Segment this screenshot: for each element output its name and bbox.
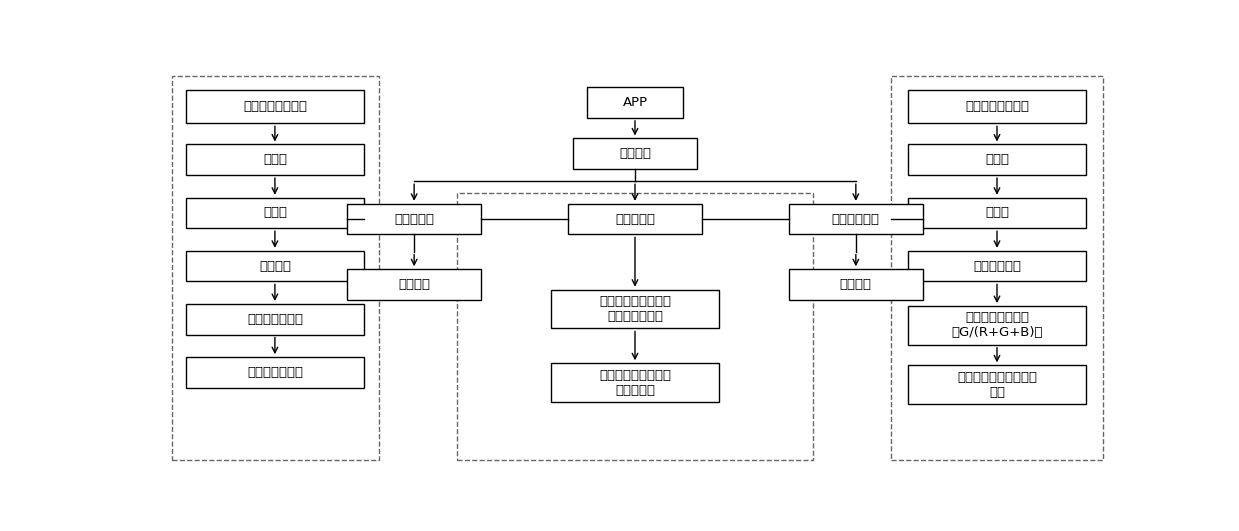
Text: 叶面积指数: 叶面积指数 bbox=[394, 212, 434, 226]
Text: 二值化: 二值化 bbox=[985, 207, 1009, 219]
Text: 功能选择: 功能选择 bbox=[620, 147, 650, 160]
FancyBboxPatch shape bbox=[572, 139, 698, 169]
Text: 叶面积指数: 叶面积指数 bbox=[615, 212, 655, 226]
Text: 彩色数字冠层图像: 彩色数字冠层图像 bbox=[243, 100, 307, 113]
FancyBboxPatch shape bbox=[908, 90, 1085, 123]
FancyBboxPatch shape bbox=[347, 269, 481, 300]
Text: 结果显示: 结果显示 bbox=[398, 278, 430, 291]
Text: 提取叶片区域: 提取叶片区域 bbox=[973, 260, 1021, 272]
FancyBboxPatch shape bbox=[908, 365, 1085, 404]
FancyBboxPatch shape bbox=[551, 363, 719, 402]
Text: 计算标准化绿光值
（G/(R+G+B)）: 计算标准化绿光值 （G/(R+G+B)） bbox=[952, 311, 1043, 339]
FancyBboxPatch shape bbox=[788, 204, 923, 234]
FancyBboxPatch shape bbox=[347, 204, 481, 234]
FancyBboxPatch shape bbox=[186, 357, 364, 388]
Text: APP: APP bbox=[622, 96, 648, 109]
FancyBboxPatch shape bbox=[551, 289, 719, 329]
Text: 滤除噪声: 滤除噪声 bbox=[259, 260, 291, 272]
FancyBboxPatch shape bbox=[186, 251, 364, 281]
FancyBboxPatch shape bbox=[908, 306, 1085, 345]
FancyBboxPatch shape bbox=[788, 269, 923, 300]
FancyBboxPatch shape bbox=[567, 204, 703, 234]
Text: 灰度化: 灰度化 bbox=[263, 153, 287, 166]
Text: 叶片氮素诊断: 叶片氮素诊断 bbox=[831, 212, 880, 226]
FancyBboxPatch shape bbox=[186, 90, 364, 123]
Text: 水稻叶片氮含量反演及
分级: 水稻叶片氮含量反演及 分级 bbox=[957, 371, 1037, 399]
FancyBboxPatch shape bbox=[186, 144, 364, 175]
Text: 叶面积指数反演: 叶面积指数反演 bbox=[247, 366, 302, 379]
FancyBboxPatch shape bbox=[587, 87, 683, 118]
Text: 结果显示: 结果显示 bbox=[840, 278, 872, 291]
Text: 水稻群体氮素含量丰
缺诊断结果: 水稻群体氮素含量丰 缺诊断结果 bbox=[598, 369, 672, 397]
Text: 综合叶面积指数及叶
片氮素诊断结果: 综合叶面积指数及叶 片氮素诊断结果 bbox=[598, 295, 672, 323]
FancyBboxPatch shape bbox=[908, 251, 1085, 281]
Text: 冠层孔隙度提取: 冠层孔隙度提取 bbox=[247, 313, 302, 326]
FancyBboxPatch shape bbox=[186, 198, 364, 228]
FancyBboxPatch shape bbox=[908, 198, 1085, 228]
FancyBboxPatch shape bbox=[908, 144, 1085, 175]
Text: 彩色数字冠层图像: 彩色数字冠层图像 bbox=[965, 100, 1030, 113]
FancyBboxPatch shape bbox=[186, 304, 364, 335]
Text: 二值化: 二值化 bbox=[263, 207, 287, 219]
Text: 灰度化: 灰度化 bbox=[985, 153, 1009, 166]
